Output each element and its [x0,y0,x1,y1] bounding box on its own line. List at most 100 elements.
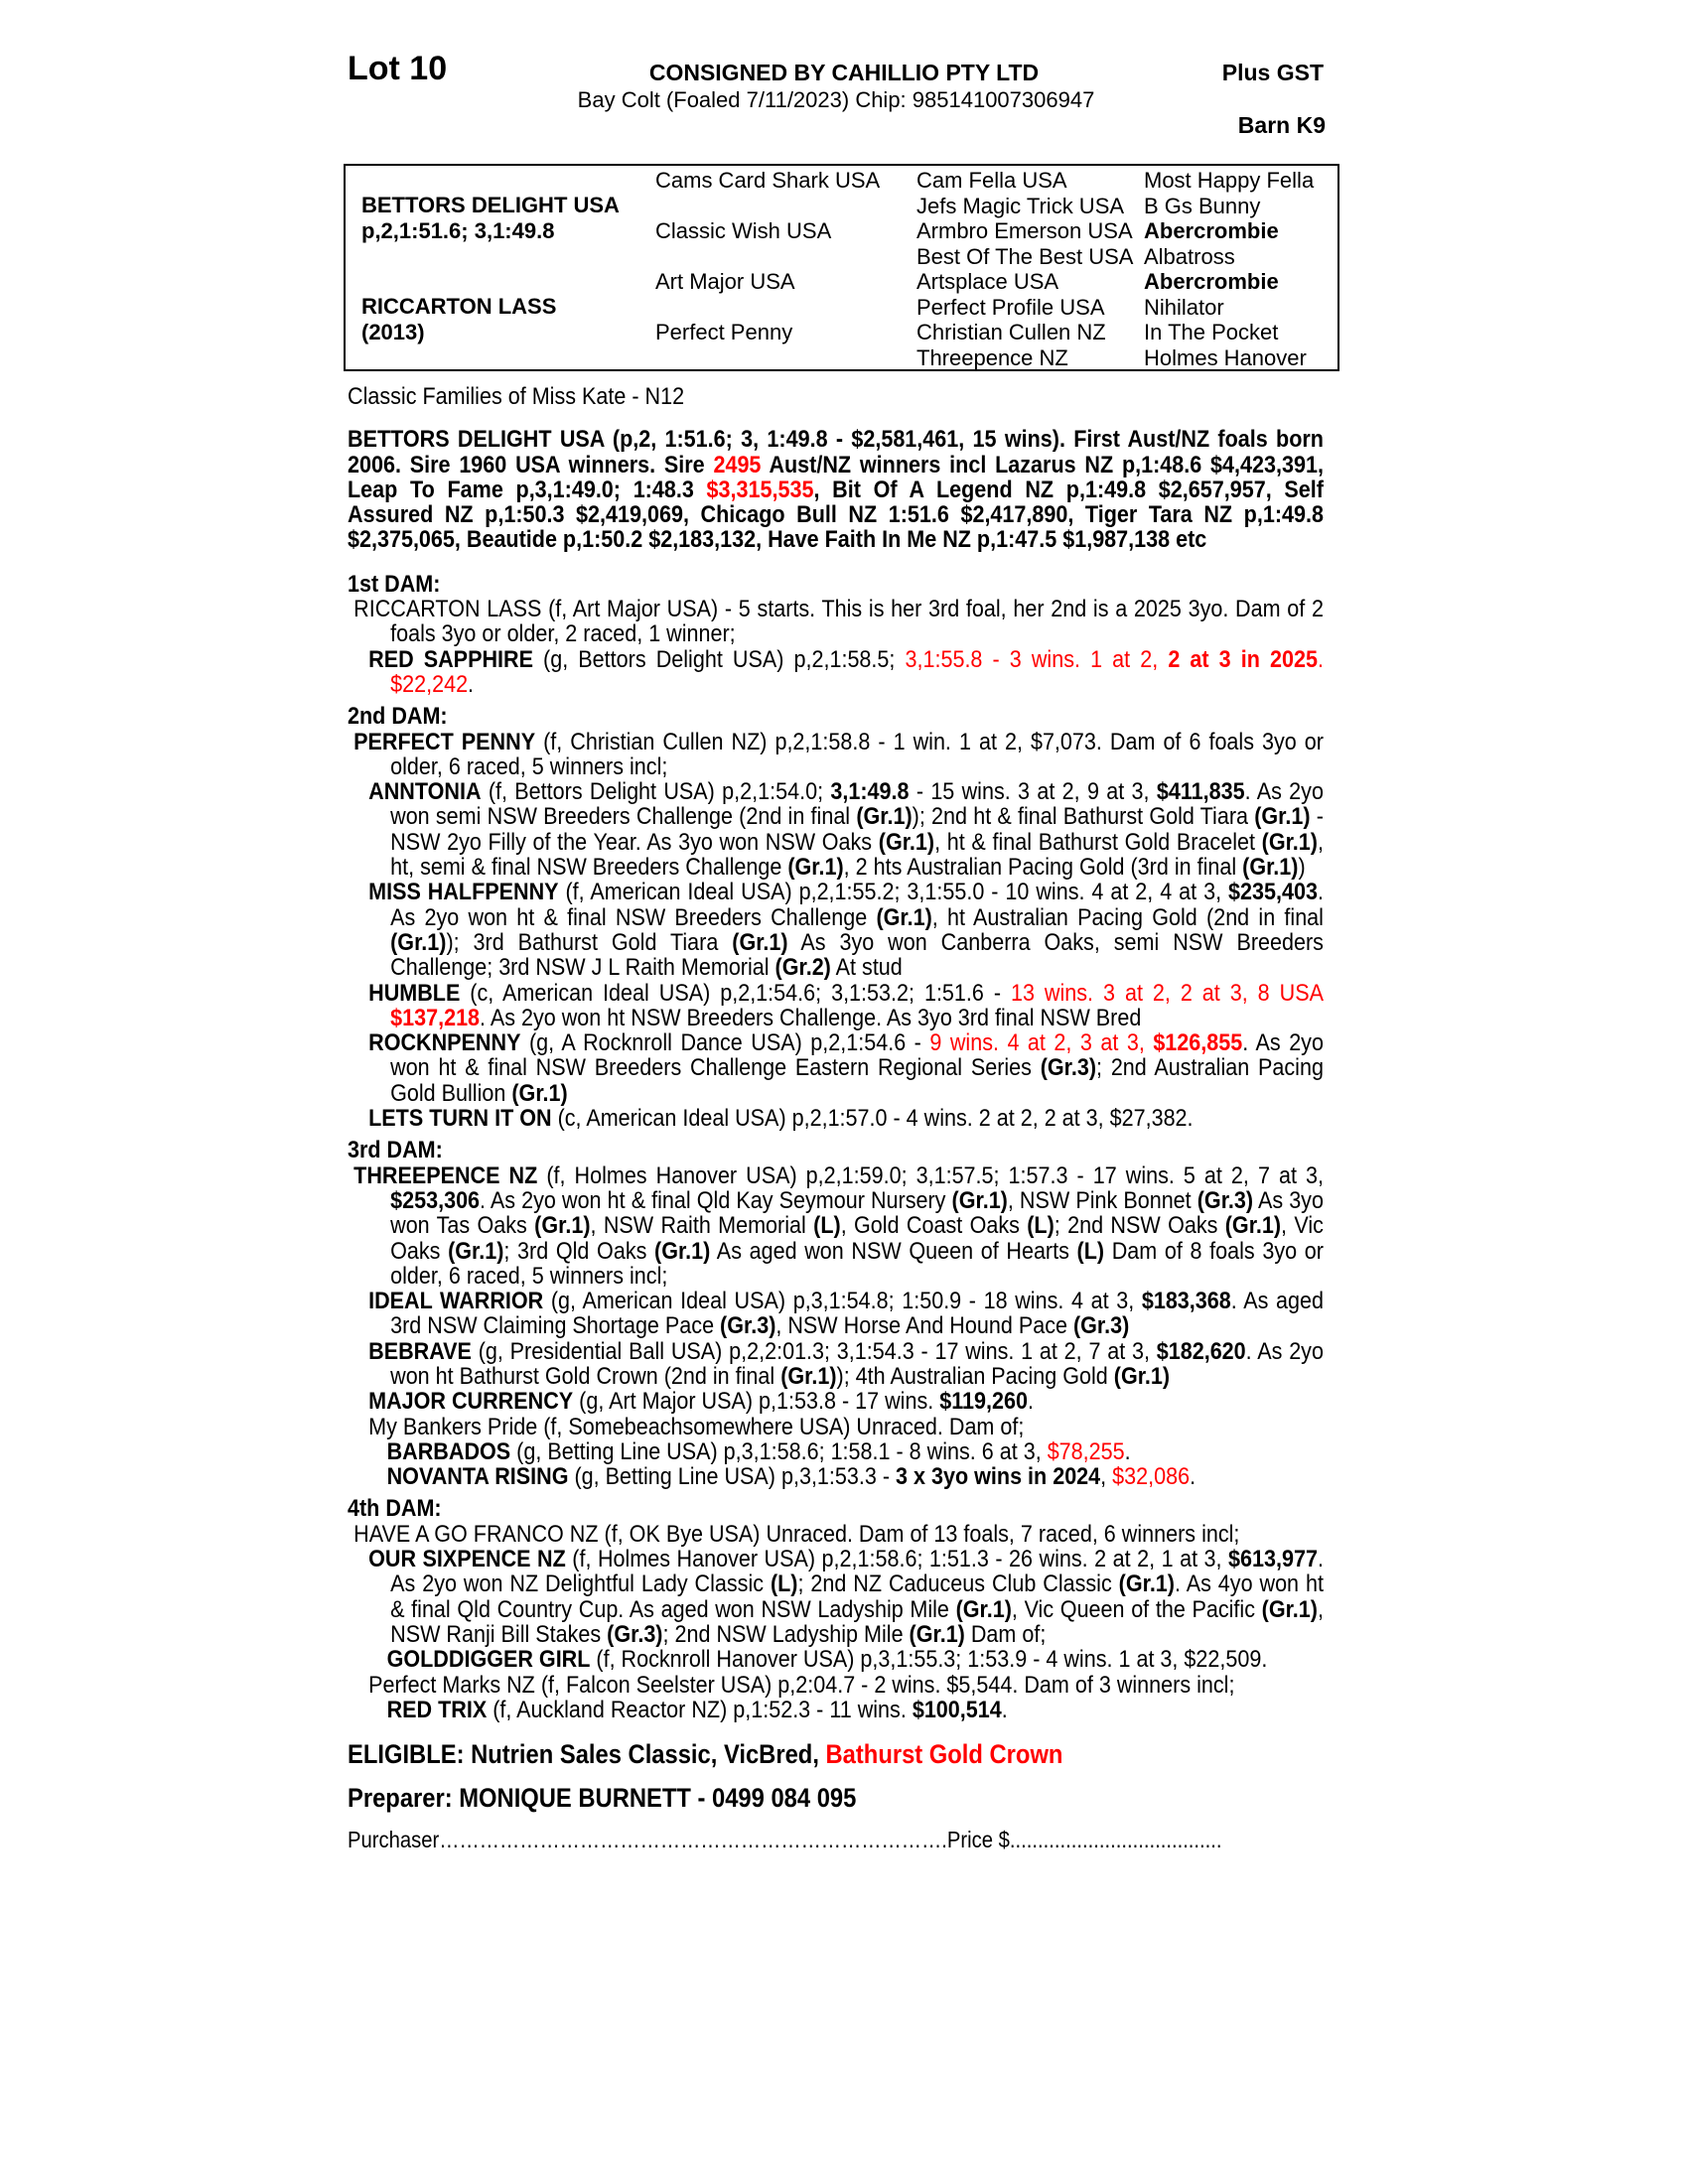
pedigree-gen3-ancestor: Perfect Profile USA [916,294,1105,320]
text-segment: (g, Betting Line USA) p,3,1:53.3 - [568,1463,897,1491]
text-segment: $613,977 [1228,1546,1318,1573]
text-segment: (Gr.1) [1261,828,1318,856]
text-segment: - 15 wins. 3 at 2, 9 at 3, [909,778,1157,806]
text-segment: , Bit Of A Legend NZ p,1:49.8 $2,657,957… [348,476,1324,554]
text-segment: 2 at 3 in 2025 [1168,645,1318,673]
text-segment: , NSW Horse And Hound Pace [775,1312,1073,1340]
text-segment: . As aged 3rd NSW Claiming Shortage Pace [390,1288,1324,1340]
text-segment: $253,306 [390,1186,481,1214]
pedigree-gen4-ancestor: Albatross [1144,243,1235,269]
pedigree-gen4-ancestor: B Gs Bunny [1144,193,1261,218]
text-segment: BETTORS DELIGHT USA (p,2, 1:51.6; 3, 1:4… [348,426,1324,478]
text-segment: . As 2yo won semi NSW Breeders Challenge… [390,778,1324,831]
pedigree-dam-year: (2013) [361,320,425,344]
pedigree-gen3-ancestor: Christian Cullen NZ [916,320,1106,344]
pedigree-gen3-ancestor: Cam Fella USA [916,168,1067,193]
text-segment: (c, American Ideal USA) p,2,1:57.0 - 4 w… [551,1105,1194,1133]
progeny-entry: LETS TURN IT ON (c, American Ideal USA) … [348,1106,1324,1131]
dam-entry: HAVE A GO FRANCO NZ (f, OK Bye USA) Unra… [348,1522,1324,1547]
text-segment: BARBADOS [386,1437,511,1465]
pedigree-gen2-ancestor: Perfect Penny [655,320,793,344]
text-segment: , [1100,1463,1113,1491]
progeny-entry: RED SAPPHIRE (g, Bettors Delight USA) p,… [348,645,1324,698]
text-segment: . As 2yo won ht & final Qld Kay Seymour … [480,1186,952,1214]
text-segment: As aged won NSW Queen of Hearts [710,1237,1077,1265]
text-segment: ; 3rd Qld Oaks [503,1237,655,1265]
text-segment: (Gr.1) [390,928,447,956]
text-segment: THREEPENCE NZ [353,1161,538,1189]
text-segment: $137,218 [390,1004,481,1031]
grand-progeny-entry: RED TRIX (f, Auckland Reactor NZ) p,1:52… [348,1698,1324,1722]
text-segment: (Gr.1) [1113,1362,1171,1390]
text-segment: (f, Holmes Hanover USA) p,2,1:58.6; 1:51… [565,1546,1229,1573]
text-segment: MAJOR CURRENCY [368,1388,574,1416]
text-segment: $32,086 [1112,1463,1191,1491]
text-segment: (Gr.3) [1196,1186,1254,1214]
text-segment: (L) [770,1570,798,1598]
text-segment: My Bankers Pride (f, Somebeachsomewhere … [368,1413,1025,1440]
text-segment: ANNTONIA [368,778,482,806]
purchase-line: Purchaser………………………………………………………………….Price… [348,1827,1324,1852]
text-segment: (Gr.1) [534,1212,591,1240]
text-segment: (g, American Ideal USA) p,3,1:54.8; 1:50… [543,1288,1142,1315]
text-segment: RED TRIX [386,1696,488,1723]
text-segment: 3,1:49.8 [830,778,910,806]
text-segment: ; 2nd NZ Caduceus Club Classic [797,1570,1119,1598]
text-segment: (Gr.1) [951,1186,1008,1214]
pedigree-gen3-ancestor: Threepence NZ [916,344,1068,370]
dam-heading: 4th DAM: [348,1495,442,1523]
text-segment: (g, Bettors Delight USA) p,2,1:58.5; [532,645,906,673]
text-segment: $183,368 [1141,1288,1231,1315]
family-line: Classic Families of Miss Kate - N12 [348,383,685,410]
dam-entry: THREEPENCE NZ (f, Holmes Hanover USA) p,… [348,1161,1324,1289]
pedigree-gen3-ancestor: Jefs Magic Trick USA [916,193,1125,218]
text-segment: (Gr.1) [1261,1595,1318,1623]
text-segment: (Gr.1) [955,1595,1012,1623]
text-segment: - NSW 2yo Filly of the Year. As 3yo won … [390,803,1324,856]
progeny-entry: IDEAL WARRIOR (g, American Ideal USA) p,… [348,1289,1324,1339]
text-segment: (f, Auckland Reactor NZ) p,1:52.3 - 11 w… [487,1696,913,1723]
grand-progeny-entry: NOVANTA RISING (g, Betting Line USA) p,3… [348,1464,1324,1489]
text-segment: ) [1298,854,1306,882]
text-segment: , Vic Oaks [390,1212,1324,1265]
text-segment: (Gr.3) [607,1620,663,1648]
text-segment: LETS TURN IT ON [368,1105,552,1133]
dam-heading: 1st DAM: [348,570,441,598]
text-segment: (Gr.1) [511,1079,568,1107]
text-segment: , NSW Ranji Bill Stakes [390,1595,1324,1648]
text-segment: . As 2yo won ht Bathurst Gold Crown (2nd… [390,1337,1324,1390]
text-segment: . [1190,1463,1196,1491]
text-segment: MISS HALFPENNY [368,879,559,906]
text-segment: . [1027,1388,1034,1416]
text-segment: ); 3rd Bathurst Gold Tiara [446,928,733,956]
text-segment: Perfect Marks NZ (f, Falcon Seelster USA… [368,1671,1235,1699]
text-segment: Aust/NZ winners incl Lazarus NZ p,1:48.6… [348,451,1324,503]
text-segment: At stud [830,954,903,982]
dam-entry: RICCARTON LASS (f, Art Major USA) - 5 st… [348,597,1324,647]
text-segment: (f, Christian Cullen NZ) p,2,1:58.8 - 1 … [390,728,1324,780]
pedigree-gen2-ancestor: Classic Wish USA [655,218,832,243]
text-segment: (Gr.1) [876,903,932,931]
text-segment: (Gr.3) [720,1312,776,1340]
text-segment: ); 4th Australian Pacing Gold [836,1362,1114,1390]
progeny-entry: ROCKNPENNY (g, A Rocknroll Dance USA) p,… [348,1030,1324,1106]
text-segment: (Gr.1) [787,854,844,882]
dam-entry: PERFECT PENNY (f, Christian Cullen NZ) p… [348,728,1324,780]
preparer: Preparer: MONIQUE BURNETT - 0499 084 095 [348,1783,857,1814]
progeny-entry: HUMBLE (c, American Ideal USA) p,2,1:54.… [348,979,1324,1031]
text-segment: IDEAL WARRIOR [368,1288,544,1315]
text-segment: HAVE A GO FRANCO NZ (f, OK Bye USA) Unra… [353,1520,1240,1548]
eligibility: ELIGIBLE: Nutrien Sales Classic, VicBred… [348,1741,1324,1768]
text-segment: RICCARTON LASS (f, Art Major USA) - 5 st… [353,596,1324,648]
pedigree-gen3-ancestor: Best Of The Best USA [916,243,1134,269]
text-segment: (Gr.1) [732,928,788,956]
text-segment: (Gr.1) [1118,1570,1175,1598]
pedigree-gen4-ancestor: Holmes Hanover [1144,344,1307,370]
text-segment: (c, American Ideal USA) p,2,1:54.6; 3,1:… [460,979,1011,1007]
text-segment: $411,835 [1156,778,1245,806]
pedigree-gen2-ancestor: Art Major USA [655,269,795,294]
progeny-entry: MISS HALFPENNY (f, American Ideal USA) p… [348,880,1324,980]
text-segment: , 2 hts Australian Pacing Gold (3rd in f… [843,854,1243,882]
text-segment: $235,403 [1228,879,1318,906]
text-segment: (Gr.3) [1072,1312,1130,1340]
